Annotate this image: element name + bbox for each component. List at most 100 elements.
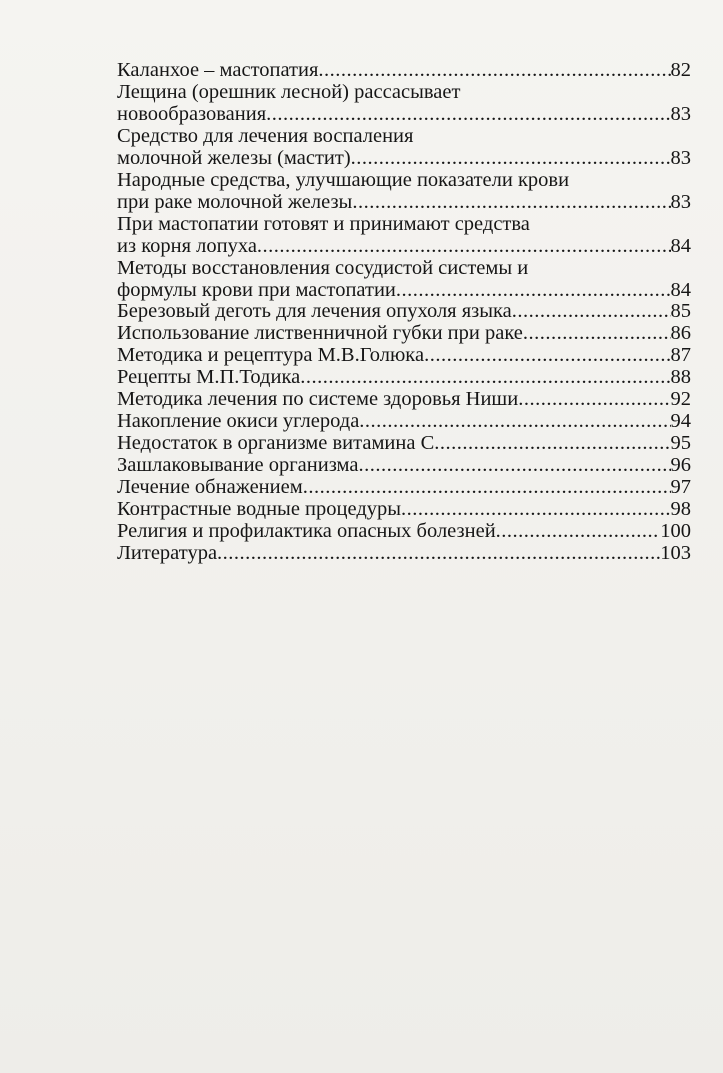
- toc-entry-line-with-page: Рецепты М.П.Тодика 88: [117, 367, 691, 389]
- toc-entry-title: Методика и рецептура М.В.Голюка: [117, 345, 425, 367]
- toc-entry-title: при раке молочной железы: [117, 191, 353, 213]
- toc-entry: Средство для лечения воспаления молочной …: [117, 126, 691, 170]
- table-of-contents: Каланхое – мастопатия82Лещина (орешник л…: [117, 60, 691, 565]
- toc-entry: Использование лиственничной губки при ра…: [117, 323, 691, 345]
- dot-leader: [359, 411, 670, 433]
- toc-entry-title: Контрастные водные процедуры: [117, 499, 402, 521]
- toc-page-number: 100: [660, 521, 691, 543]
- toc-entry-title: новообразования: [117, 103, 267, 125]
- toc-page-number: 88: [670, 367, 692, 389]
- toc-entry-line-with-page: Литература 103: [117, 543, 691, 565]
- toc-entry-line-with-page: Зашлаковывание организма 96: [117, 455, 691, 477]
- toc-entry: Методика и рецептура М.В.Голюка 87: [117, 345, 691, 367]
- toc-entry-title: формулы крови при мастопатии: [117, 279, 396, 301]
- toc-entry: Методы восстановления сосудистой системы…: [117, 258, 691, 302]
- toc-page-number: 82: [670, 60, 692, 81]
- toc-entry-line-with-page: при раке молочной железы 83: [117, 192, 691, 214]
- toc-entry-title: Каланхое – мастопатия: [117, 60, 319, 81]
- toc-entry-line-with-page: Методика лечения по системе здоровья Ниш…: [117, 389, 691, 411]
- dot-leader: [217, 543, 660, 565]
- toc-page-number: 83: [670, 147, 692, 169]
- toc-entry-line-with-page: Методика и рецептура М.В.Голюка 87: [117, 345, 691, 367]
- toc-entry-line-with-page: Контрастные водные процедуры 98: [117, 499, 691, 521]
- toc-entry-title: Средство для лечения воспаления: [117, 125, 414, 147]
- toc-entry-title: Рецепты М.П.Тодика: [117, 367, 301, 389]
- toc-page-number: 97: [670, 477, 692, 499]
- dot-leader: [303, 477, 671, 499]
- dot-leader: [496, 521, 661, 543]
- toc-entry-title: Накопление окиси углерода: [117, 411, 360, 433]
- toc-entry-line-with-page: Березовый деготь для лечения опухоля язы…: [117, 301, 691, 323]
- toc-page-number: 98: [670, 499, 692, 521]
- toc-entry: Литература 103: [117, 543, 691, 565]
- toc-entry-title: молочной железы (мастит): [117, 147, 351, 169]
- toc-entry: Накопление окиси углерода 94: [117, 411, 691, 433]
- toc-entry: Зашлаковывание организма 96: [117, 455, 691, 477]
- dot-leader: [512, 301, 671, 323]
- toc-entry-title: Литература: [117, 542, 218, 564]
- dot-leader: [358, 455, 670, 477]
- dot-leader: [318, 60, 670, 82]
- toc-entry-line: При мастопатии готовят и принимают средс…: [117, 214, 691, 236]
- toc-page-number: 83: [670, 103, 692, 125]
- toc-entry-line-with-page: формулы крови при мастопатии 84: [117, 280, 691, 302]
- toc-page-number: 94: [670, 411, 692, 433]
- toc-page-number: 95: [670, 433, 692, 455]
- toc-page-number: 103: [660, 542, 691, 564]
- toc-entry-title: Лечение обнажением: [117, 477, 303, 499]
- dot-leader: [396, 280, 671, 302]
- toc-entry: Рецепты М.П.Тодика 88: [117, 367, 691, 389]
- toc-entry: При мастопатии готовят и принимают средс…: [117, 214, 691, 258]
- toc-entry: Недостаток в организме витамина С 95: [117, 433, 691, 455]
- toc-page-number: 87: [670, 345, 692, 367]
- dot-leader: [523, 323, 671, 345]
- toc-entry-title: Народные средства, улучшающие показатели…: [117, 169, 570, 191]
- toc-entry-line-with-page: Каланхое – мастопатия 82: [117, 60, 691, 82]
- toc-entry-title: Недостаток в организме витамина С: [117, 433, 435, 455]
- toc-entry-line-with-page: Лечение обнажением 97: [117, 477, 691, 499]
- dot-leader: [424, 345, 670, 367]
- dot-leader: [257, 236, 671, 258]
- dot-leader: [351, 148, 671, 170]
- toc-entry: Березовый деготь для лечения опухоля язы…: [117, 301, 691, 323]
- toc-entry: Религия и профилактика опасных болезней 1…: [117, 521, 691, 543]
- toc-page-number: 96: [670, 455, 692, 477]
- toc-entry-title: Методы восстановления сосудистой системы…: [117, 257, 529, 279]
- toc-entry: Методика лечения по системе здоровья Ниш…: [117, 389, 691, 411]
- toc-page-number: 84: [670, 279, 692, 301]
- toc-entry-line-with-page: Накопление окиси углерода 94: [117, 411, 691, 433]
- toc-entry-line-with-page: Недостаток в организме витамина С 95: [117, 433, 691, 455]
- dot-leader: [518, 389, 670, 411]
- toc-entry-line: Средство для лечения воспаления: [117, 126, 691, 148]
- toc-entry: Народные средства, улучшающие показатели…: [117, 170, 691, 214]
- toc-entry-title: Использование лиственничной губки при ра…: [117, 323, 523, 345]
- dot-leader: [401, 499, 670, 521]
- dot-leader: [266, 104, 670, 126]
- dot-leader: [352, 192, 670, 214]
- toc-entry-line-with-page: новообразования 83: [117, 104, 691, 126]
- toc-page-number: 92: [670, 389, 692, 411]
- toc-page-number: 86: [670, 323, 692, 345]
- toc-entry: Лещина (орешник лесной) рассасывает новоо…: [117, 82, 691, 126]
- toc-entry-title: Березовый деготь для лечения опухоля язы…: [117, 301, 512, 323]
- toc-entry: Лечение обнажением 97: [117, 477, 691, 499]
- toc-entry-line: Народные средства, улучшающие показатели…: [117, 170, 691, 192]
- toc-entry-title: из корня лопуха: [117, 235, 257, 257]
- toc-entry-line-with-page: Религия и профилактика опасных болезней 1…: [117, 521, 691, 543]
- dot-leader: [300, 367, 670, 389]
- toc-entry-line-with-page: Использование лиственничной губки при ра…: [117, 323, 691, 345]
- toc-entry-line-with-page: молочной железы (мастит) 83: [117, 148, 691, 170]
- toc-entry-title: Зашлаковывание организма: [117, 455, 359, 477]
- toc-entry-title: При мастопатии готовят и принимают средс…: [117, 213, 530, 235]
- dot-leader: [434, 433, 670, 455]
- toc-entry-line: Лещина (орешник лесной) рассасывает: [117, 82, 691, 104]
- toc-page-number: 83: [670, 191, 692, 213]
- toc-entry: Каланхое – мастопатия 82: [117, 60, 691, 82]
- toc-page-number: 85: [670, 301, 692, 323]
- toc-page-number: 84: [670, 235, 692, 257]
- toc-entry-title: Лещина (орешник лесной) рассасывает: [117, 81, 461, 103]
- toc-entry-line: Методы восстановления сосудистой системы…: [117, 258, 691, 280]
- toc-entry-title: Методика лечения по системе здоровья Ниш…: [117, 389, 519, 411]
- toc-entry: Контрастные водные процедуры 98: [117, 499, 691, 521]
